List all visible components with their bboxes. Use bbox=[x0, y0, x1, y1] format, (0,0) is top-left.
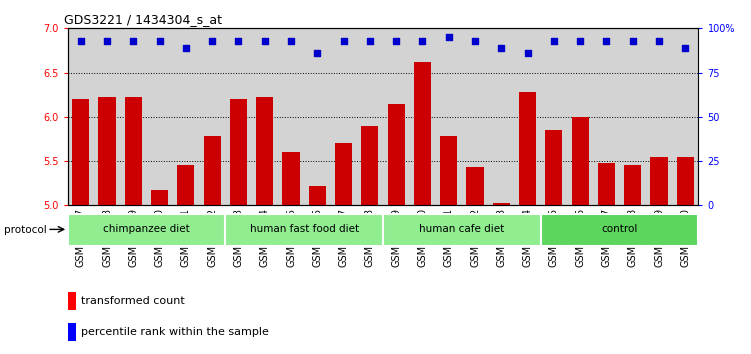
Bar bbox=[309, 186, 326, 205]
Text: protocol: protocol bbox=[4, 225, 47, 235]
FancyBboxPatch shape bbox=[383, 214, 541, 246]
Bar bbox=[125, 97, 142, 205]
Text: transformed count: transformed count bbox=[81, 296, 185, 306]
Bar bbox=[204, 136, 221, 205]
Bar bbox=[650, 157, 668, 205]
Bar bbox=[282, 152, 300, 205]
Bar bbox=[677, 157, 694, 205]
Bar bbox=[335, 143, 352, 205]
Point bbox=[521, 50, 533, 56]
Point bbox=[75, 38, 87, 44]
Bar bbox=[624, 166, 641, 205]
Bar bbox=[68, 292, 76, 310]
Bar bbox=[572, 117, 589, 205]
Point bbox=[338, 38, 350, 44]
Point bbox=[443, 34, 455, 40]
Bar bbox=[361, 126, 379, 205]
Point bbox=[206, 38, 219, 44]
Text: GDS3221 / 1434304_s_at: GDS3221 / 1434304_s_at bbox=[65, 13, 222, 26]
Text: human cafe diet: human cafe diet bbox=[419, 224, 505, 234]
Bar bbox=[151, 190, 168, 205]
Point bbox=[548, 38, 560, 44]
Bar bbox=[545, 130, 562, 205]
Point bbox=[601, 38, 613, 44]
Point bbox=[312, 50, 324, 56]
FancyBboxPatch shape bbox=[541, 214, 698, 246]
Text: percentile rank within the sample: percentile rank within the sample bbox=[81, 327, 269, 337]
Bar bbox=[98, 97, 116, 205]
Point bbox=[258, 38, 271, 44]
Point bbox=[180, 45, 192, 51]
Point bbox=[469, 38, 481, 44]
Text: human fast food diet: human fast food diet bbox=[249, 224, 359, 234]
FancyBboxPatch shape bbox=[225, 214, 383, 246]
Bar bbox=[68, 323, 76, 341]
Point bbox=[679, 45, 691, 51]
Bar bbox=[72, 99, 89, 205]
Point bbox=[626, 38, 638, 44]
Bar bbox=[519, 92, 536, 205]
Point bbox=[233, 38, 245, 44]
Point bbox=[496, 45, 508, 51]
Bar bbox=[440, 136, 457, 205]
Bar bbox=[388, 103, 405, 205]
Point bbox=[154, 38, 166, 44]
Text: chimpanzee diet: chimpanzee diet bbox=[103, 224, 190, 234]
Point bbox=[101, 38, 113, 44]
Bar bbox=[230, 99, 247, 205]
Bar bbox=[598, 163, 615, 205]
Bar bbox=[414, 62, 431, 205]
Point bbox=[653, 38, 665, 44]
Bar bbox=[256, 97, 273, 205]
Bar bbox=[493, 202, 510, 205]
Point bbox=[391, 38, 403, 44]
Point bbox=[128, 38, 140, 44]
Text: control: control bbox=[602, 224, 638, 234]
Point bbox=[285, 38, 297, 44]
Point bbox=[575, 38, 587, 44]
Bar bbox=[466, 167, 484, 205]
Bar bbox=[177, 166, 195, 205]
FancyBboxPatch shape bbox=[68, 214, 225, 246]
Point bbox=[416, 38, 428, 44]
Point bbox=[364, 38, 376, 44]
